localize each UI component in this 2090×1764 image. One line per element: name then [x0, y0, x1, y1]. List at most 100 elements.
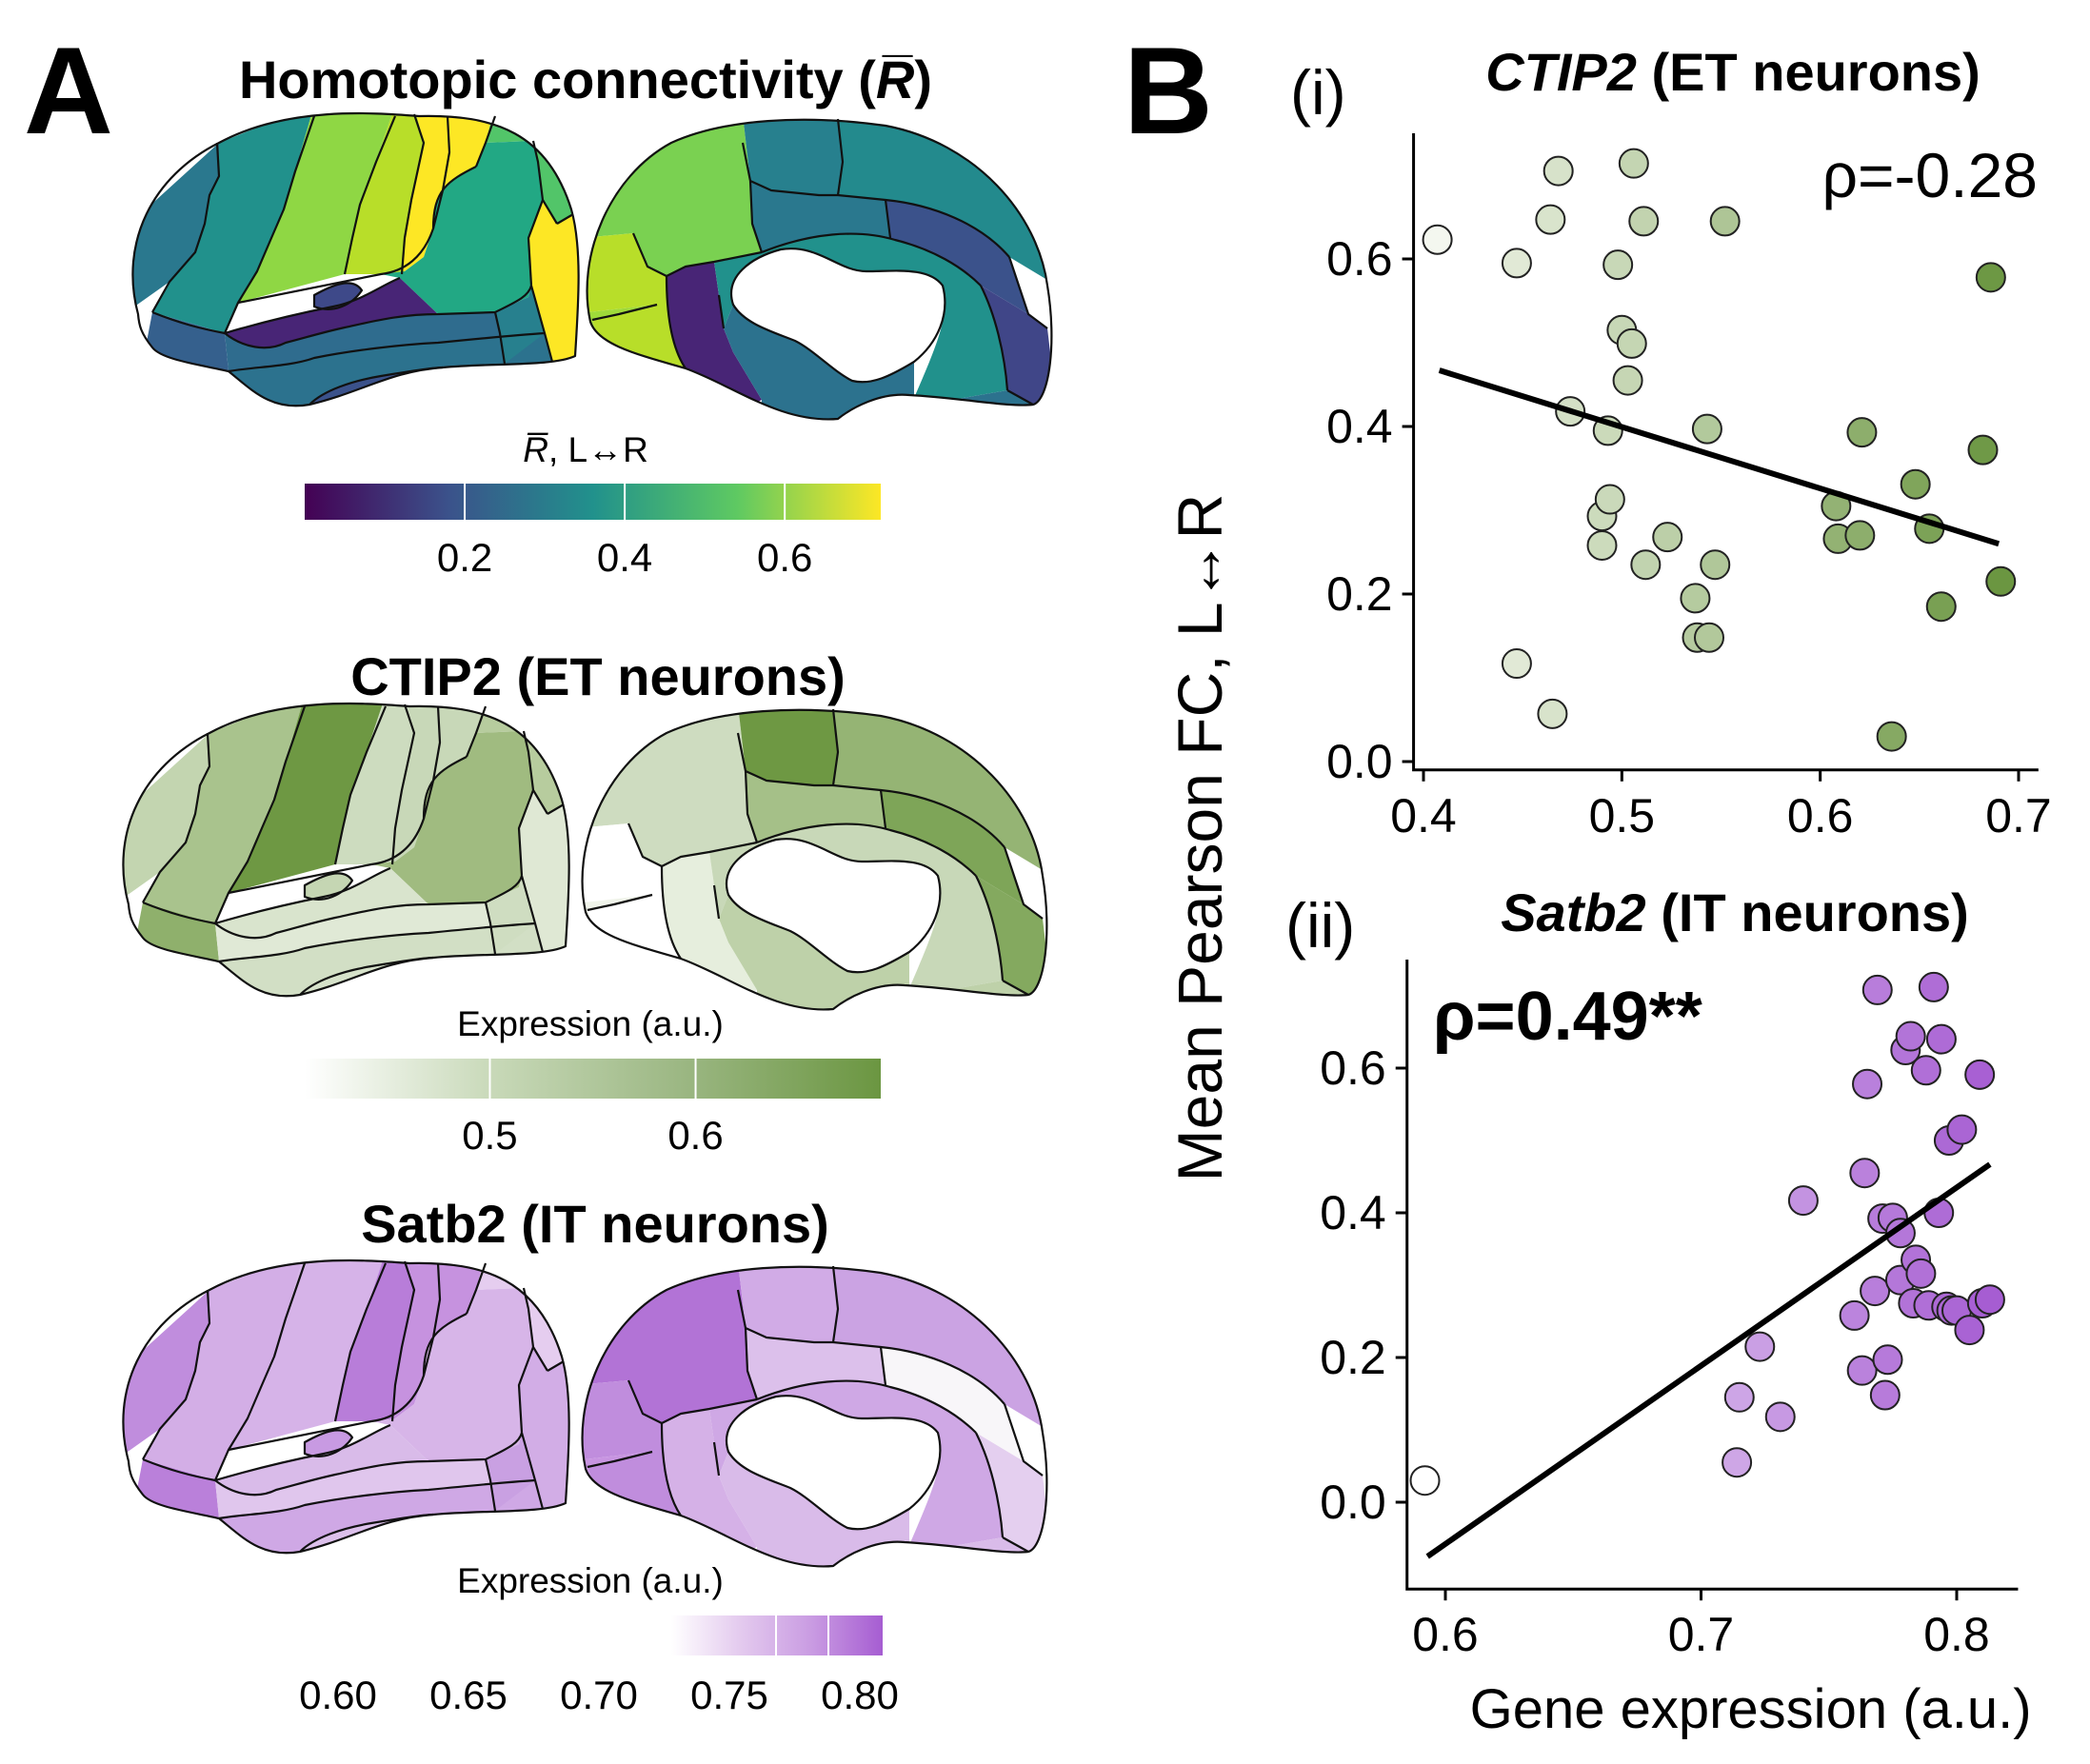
medial-region-satb2-5	[881, 1347, 1024, 1461]
scatter-point-1-19	[1652, 522, 1683, 553]
medial-region-satb2-2	[738, 1266, 838, 1342]
medial-region-satb2-6	[976, 1433, 1047, 1556]
lateral-region-ctip2-5	[335, 704, 414, 864]
scatter-point-1-11	[1594, 484, 1625, 515]
brain-medial-ctip2	[581, 707, 1048, 1011]
lateral-region-ctip2-11	[215, 902, 535, 961]
scatter-point-2-23	[1905, 1258, 1937, 1289]
colorbar-ctip2	[305, 1059, 881, 1099]
lateral-region-homotopic-6	[402, 113, 495, 274]
subpanel-label-1: (i)	[1290, 57, 1346, 128]
scatter-point-1-18	[1630, 549, 1662, 581]
scatter-point-2-37	[1974, 1284, 2005, 1316]
x-axis-label-2: Gene expression (a.u.)	[1470, 1678, 2032, 1740]
map-homotopic: Homotopic connectivity (R̅) R̅, L↔R 0.2 0…	[131, 50, 1053, 580]
lateral-region-ctip2-14	[486, 876, 535, 954]
scatter-point-1-30	[1900, 468, 1931, 500]
map-title-ctip2: CTIP2 (ET neurons)	[350, 646, 846, 706]
medial-region-ctip2-10	[709, 823, 1003, 990]
medial-region-homotopic-6	[981, 286, 1052, 409]
colorbar-tick-label-homotopic-3: 0.6	[757, 535, 812, 580]
scatter-point-2-7	[1839, 1299, 1870, 1331]
y-tick-label-1-2: 0.2	[1326, 567, 1393, 621]
scatter-point-1-9	[1586, 529, 1618, 561]
colorbar-ticks-ctip2: 0.5 0.6	[462, 1059, 724, 1158]
lateral-region-satb2-4	[229, 1260, 386, 1450]
lateral-region-ctip2-6	[392, 704, 486, 864]
panel-a-letter: A	[24, 21, 113, 160]
lateral-region-satb2-1	[123, 1290, 209, 1461]
colorbar-tick-label-ctip2-2: 0.6	[667, 1113, 723, 1158]
lateral-region-homotopic-4	[238, 113, 395, 303]
colorbar-tick-label-satb2-2: 0.65	[429, 1673, 508, 1717]
map-title-homotopic: Homotopic connectivity (R̅)	[239, 50, 932, 109]
medial-region-homotopic-4	[750, 181, 895, 252]
brain-lateral-ctip2	[122, 702, 570, 998]
lateral-region-satb2-2	[143, 1260, 305, 1480]
correlation-annotation-1: ρ=-0.28	[1821, 140, 2038, 210]
medial-wall-satb2	[726, 1395, 942, 1531]
scatter-point-2-34	[1954, 1315, 1985, 1346]
lateral-region-ctip2-12	[219, 923, 543, 997]
lateral-region-satb2-5	[335, 1260, 414, 1421]
scatter-point-1-22	[1691, 413, 1722, 445]
scatter-title-rest-1: (ET neurons)	[1637, 42, 1981, 102]
scatter-point-2-8	[1846, 1355, 1878, 1386]
lateral-region-homotopic-2	[152, 113, 314, 333]
scatter-title-gene-1: CTIP2	[1485, 42, 1637, 102]
medial-region-ctip2-5	[881, 790, 1024, 904]
lateral-region-ctip2-2	[143, 704, 305, 923]
lateral-region-satb2-10	[215, 1425, 428, 1496]
medial-region-ctip2-4	[746, 771, 890, 842]
scatter-axes-1	[1412, 133, 2039, 772]
scatter-point-2-9	[1849, 1158, 1881, 1189]
scatter-point-1-28	[1844, 520, 1876, 551]
lateral-region-satb2-14	[486, 1433, 535, 1511]
medial-region-satb2-10	[709, 1380, 1003, 1547]
lateral-region-ctip2-4	[229, 704, 386, 893]
medial-wall-homotopic	[730, 248, 946, 384]
scatter-point-2-14	[1869, 1379, 1901, 1411]
colorbar-label-satb2: Expression (a.u.)	[457, 1561, 724, 1600]
scatter-point-2-4	[1744, 1331, 1776, 1362]
colorbar-tick-label-satb2-5: 0.80	[821, 1673, 899, 1717]
scatter-point-2-24	[1910, 1055, 1941, 1086]
x-tick-label-2-3: 0.8	[1923, 1608, 1990, 1661]
colorbar-tick-label-homotopic-2: 0.4	[597, 535, 652, 580]
brain-lateral-satb2	[122, 1259, 570, 1555]
scatter-point-1-3	[1501, 648, 1532, 680]
medial-region-ctip2-11	[719, 895, 1028, 1010]
x-tick-label-1-3: 0.6	[1787, 789, 1854, 842]
scatter-point-1-33	[1967, 434, 1999, 466]
lateral-region-homotopic-1	[132, 143, 219, 314]
scatter-axes-2	[1405, 960, 2019, 1591]
scatter-point-1-12	[1602, 249, 1634, 281]
scatter-point-2-3	[1723, 1381, 1755, 1413]
brain-medial-homotopic	[586, 117, 1053, 421]
colorbar-ticks-homotopic: 0.2 0.4 0.6	[437, 484, 812, 580]
scatter-point-2-11	[1860, 1276, 1891, 1307]
scatter-point-1-4	[1535, 204, 1566, 235]
scatter-point-2-5	[1764, 1401, 1796, 1433]
medial-region-homotopic-11	[724, 305, 1033, 420]
y-tick-label-2-1: 0.0	[1320, 1476, 1386, 1529]
x-tick-label-2-1: 0.6	[1412, 1608, 1479, 1661]
y-tick-label-2-2: 0.2	[1320, 1331, 1386, 1384]
x-tick-label-1-4: 0.7	[1985, 789, 2052, 842]
scatter-point-2-35	[1964, 1059, 1996, 1090]
x-tick-label-2-2: 0.7	[1668, 1608, 1735, 1661]
medial-region-satb2-4	[746, 1328, 890, 1399]
scatter-point-1-6	[1543, 155, 1574, 187]
lateral-region-satb2-6	[392, 1260, 486, 1421]
map-ctip2: CTIP2 (ET neurons) Expression (a.u.) 0.5…	[122, 646, 1048, 1158]
scatter-point-1-35	[1985, 565, 2017, 597]
scatter-point-2-6	[1787, 1185, 1819, 1217]
scatter-ctip2: (i) CTIP2 (ET neurons) 0.0 0.2 0.4 0.6 0.4 0.5 0…	[1290, 42, 2052, 842]
medial-region-homotopic-2	[743, 119, 843, 195]
scatter-point-1-25	[1709, 206, 1741, 237]
x-tick-label-1-1: 0.4	[1390, 789, 1457, 842]
scatter-point-2-17	[1884, 1218, 1916, 1249]
lateral-region-ctip2-10	[215, 868, 428, 939]
scatter-point-1-14	[1612, 365, 1643, 396]
map-satb2: Satb2 (IT neurons) Expression (a.u.) 0.6…	[122, 1194, 1048, 1717]
